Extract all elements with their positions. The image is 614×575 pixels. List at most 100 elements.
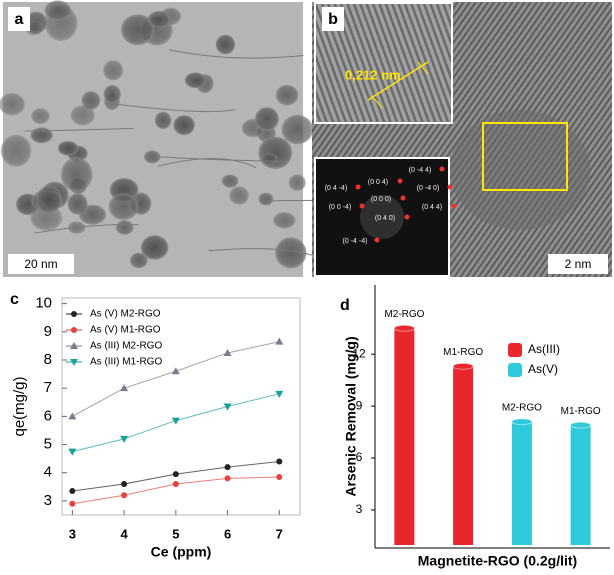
particle: [103, 84, 121, 104]
bar-cap: [452, 362, 474, 370]
fft-label: (0 4 -4): [325, 185, 348, 192]
x-tick-label: 5: [172, 526, 179, 541]
fft-spot: [374, 237, 380, 243]
bar-cap: [511, 418, 533, 426]
particle: [450, 110, 590, 230]
point: [69, 500, 76, 507]
legend-marker: [70, 359, 78, 366]
particle: [281, 114, 313, 145]
y-tick-label: 3: [44, 492, 52, 509]
category-label: M2-RGO: [502, 402, 542, 413]
graphene-fold: [156, 156, 286, 162]
fft-label: (0 -4 -4): [343, 238, 368, 245]
legend-swatch: [508, 363, 522, 377]
particle: [30, 127, 53, 144]
particle: [120, 14, 155, 46]
point: [171, 417, 180, 425]
point: [172, 481, 179, 487]
fft-spot: [447, 184, 453, 190]
category-label: M1-RGO: [443, 347, 483, 358]
y-tick-label: 7: [44, 379, 52, 396]
particle: [67, 193, 88, 215]
particle: [81, 91, 101, 110]
y-tick-label: 5: [44, 436, 52, 453]
spacing-marker: [371, 95, 383, 109]
legend-label: As(V): [528, 362, 558, 376]
particle: [140, 235, 169, 260]
point: [276, 473, 283, 480]
point: [224, 475, 231, 482]
tem-image: [3, 2, 303, 277]
bar: [511, 421, 532, 545]
particle: [115, 220, 134, 235]
y-tick-label: 4: [44, 464, 52, 481]
particle: [275, 84, 299, 106]
x-axis-label: Ce (ppm): [151, 544, 212, 560]
panel-label: a: [15, 11, 24, 28]
particle: [173, 115, 195, 136]
legend-label: As (V) M2-RGO: [90, 309, 161, 320]
spacing-marker: [367, 61, 429, 101]
particle: [70, 105, 95, 126]
fft-spot: [400, 195, 406, 201]
plot-frame: [61, 297, 301, 516]
point: [171, 367, 180, 375]
legend-label: As (III) M2-RGO: [90, 341, 162, 352]
y-tick-label: 3: [356, 502, 363, 516]
label-box: [322, 7, 344, 31]
particle: [144, 150, 161, 164]
particle: [184, 72, 206, 88]
fft-spots: (0 -4 4) (0 0 4) (0 4 -4) (0 -4 0) (0 0 0) (0…: [325, 166, 457, 245]
legend-marker: [70, 342, 78, 349]
point: [275, 390, 284, 398]
y-axis-label: qe(mg/g): [11, 376, 28, 436]
panel-label: c: [10, 291, 19, 308]
fft-label: (0 0 4): [368, 179, 388, 186]
point: [68, 448, 77, 456]
series-line: [72, 476, 280, 505]
category-label: M1-RGO: [561, 406, 601, 417]
fft-label: (0 -4 4): [409, 167, 432, 174]
x-tick-label: 6: [224, 526, 231, 541]
particle: [148, 10, 171, 28]
particle: [60, 157, 93, 192]
legend-marker: [71, 327, 77, 333]
y-tick-label: 6: [44, 407, 52, 424]
fft-halo: [360, 195, 404, 239]
fft-spot: [404, 214, 410, 220]
particles: [0, 0, 411, 269]
fft-label: (0 0 0): [371, 196, 391, 203]
fft-spot: [355, 184, 361, 190]
y-tick-label: 12: [352, 346, 366, 360]
fft-spot: [451, 203, 457, 209]
particle: [288, 174, 306, 191]
graphene-fold: [108, 102, 236, 113]
particle: [258, 192, 274, 206]
point: [172, 471, 179, 478]
x-tick-label: 3: [69, 526, 76, 541]
fft-spot: [439, 166, 445, 172]
particle: [57, 141, 79, 156]
particle: [273, 212, 296, 229]
particle: [254, 107, 279, 131]
graphene-fold: [157, 158, 257, 169]
fft-label: (0 4 0): [375, 215, 395, 222]
spacing-marker: [417, 61, 429, 75]
particle: [129, 252, 148, 269]
y-tick-label: 8: [44, 351, 52, 368]
legend-marker: [71, 311, 77, 317]
particle: [215, 34, 236, 55]
point: [276, 458, 283, 465]
point: [275, 337, 284, 345]
particle: [0, 92, 25, 116]
point: [121, 492, 128, 499]
x-axis-label: Magnetite-RGO (0.2g/lit): [418, 553, 577, 569]
bar-cap: [570, 421, 592, 429]
y-tick-label: 10: [35, 295, 52, 312]
bar: [394, 328, 415, 545]
point: [120, 384, 129, 392]
particle: [154, 111, 172, 130]
particle: [0, 134, 32, 167]
